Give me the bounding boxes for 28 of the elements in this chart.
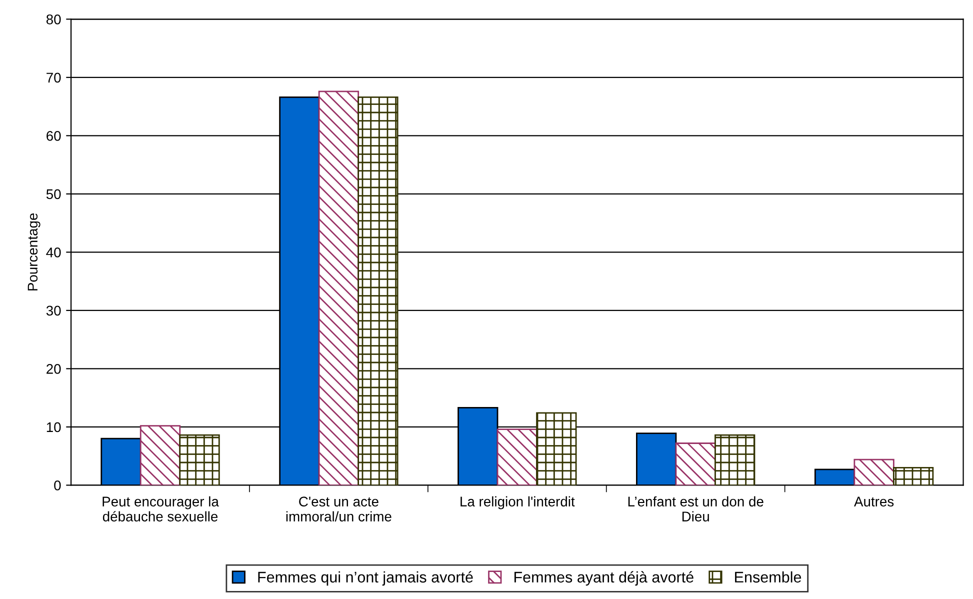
y-tick-label: 40 [46, 248, 61, 258]
y-tick-label: 20 [46, 364, 61, 374]
bar [536, 412, 577, 486]
y-axis-title: Pourcentage [28, 213, 40, 290]
x-tick-label: C'est un acte immoral/un crime [286, 496, 392, 522]
x-tick-label: L’enfant est un don de Dieu [628, 496, 764, 522]
x-tick-label: Autres [854, 496, 894, 507]
bar [675, 442, 716, 486]
bar [318, 90, 360, 486]
x-tick-label: La religion l'interdit [460, 496, 575, 510]
bar [358, 96, 398, 486]
y-tick-label: 30 [46, 306, 61, 316]
bar [179, 434, 220, 486]
bar [496, 428, 538, 486]
legend-label: Femmes ayant déjà avorté [514, 571, 694, 586]
x-tick-label: Peut encourager la débauche sexuelle [102, 496, 219, 522]
y-tick-label: 60 [46, 131, 61, 141]
legend-label: Ensemble [735, 571, 802, 583]
bar [140, 425, 181, 486]
bar [714, 434, 756, 486]
y-tick-label: 50 [46, 189, 61, 200]
y-tick-label: 80 [46, 14, 61, 24]
legend-label: Femmes qui n’ont jamais avorté [258, 571, 473, 586]
y-tick-label: 70 [46, 72, 61, 83]
y-tick-label: 10 [46, 422, 61, 432]
y-tick-label: 0 [54, 480, 61, 490]
bar [892, 467, 934, 486]
bar [854, 458, 894, 486]
